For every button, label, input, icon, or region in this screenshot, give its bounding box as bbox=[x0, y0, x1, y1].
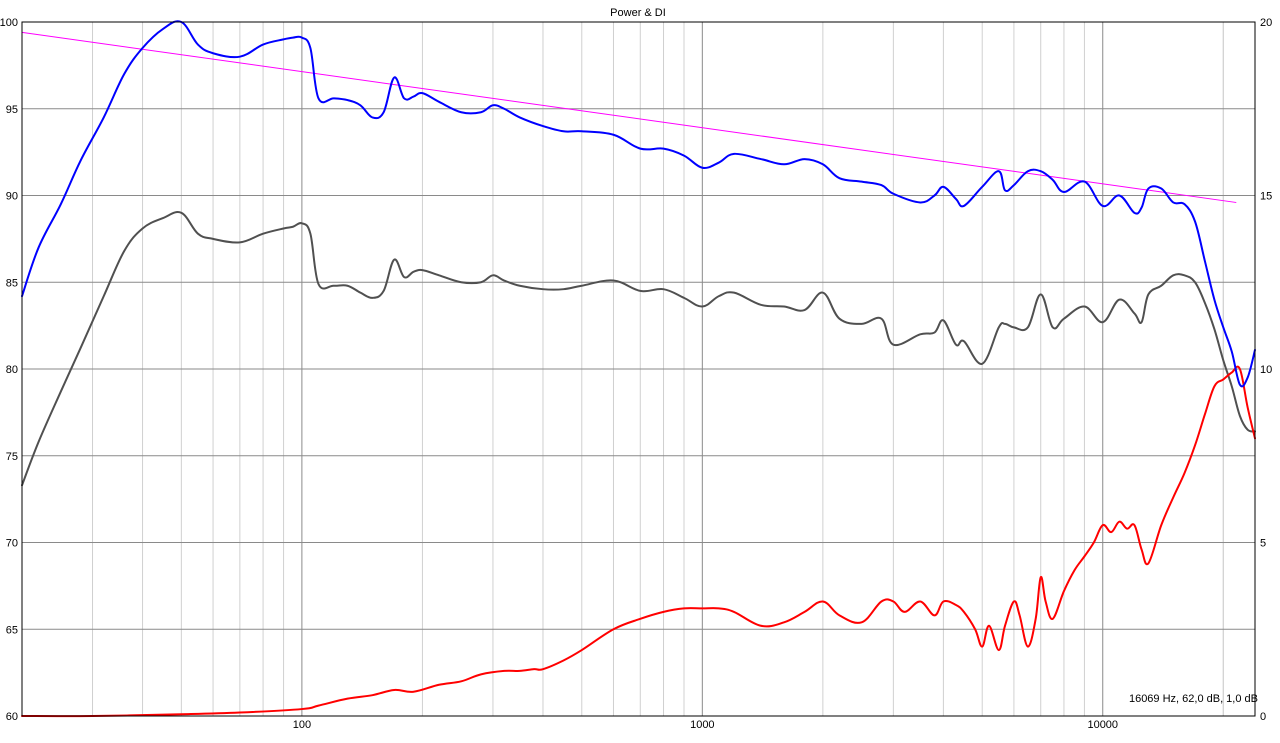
series-layer bbox=[21, 20, 1256, 718]
y-axis-right-ticks: 0 5 10 15 20 bbox=[1260, 17, 1272, 723]
y-left-tick-label: 60 bbox=[6, 711, 18, 723]
y-right-tick-label: 15 bbox=[1260, 191, 1272, 203]
x-axis-ticks: 100 1000 10000 bbox=[293, 719, 1118, 731]
y-left-tick-label: 70 bbox=[6, 538, 18, 550]
y-left-tick-label: 75 bbox=[6, 451, 18, 463]
y-axis-left-ticks: 60 65 70 75 80 85 90 95 100 bbox=[0, 17, 18, 723]
y-right-tick-label: 10 bbox=[1260, 364, 1272, 376]
y-right-tick-label: 0 bbox=[1260, 711, 1266, 723]
y-left-tick-label: 85 bbox=[6, 277, 18, 289]
power-series-line bbox=[21, 20, 1256, 388]
x-tick-label: 1000 bbox=[690, 719, 714, 731]
y-right-tick-label: 5 bbox=[1260, 538, 1266, 550]
y-left-tick-label: 95 bbox=[6, 104, 18, 116]
plot-frame bbox=[21, 21, 1256, 717]
secondary-series-line bbox=[21, 211, 1256, 487]
y-left-tick-label: 100 bbox=[0, 17, 18, 29]
y-left-tick-label: 90 bbox=[6, 191, 18, 203]
chart-title: Power & DI bbox=[610, 7, 666, 19]
y-left-tick-label: 80 bbox=[6, 364, 18, 376]
y-right-tick-label: 20 bbox=[1260, 17, 1272, 29]
x-tick-label: 100 bbox=[293, 719, 311, 731]
trend-series-line bbox=[21, 31, 1237, 203]
cursor-readout: 16069 Hz, 62,0 dB, 1,0 dB bbox=[1129, 693, 1258, 705]
y-left-tick-label: 65 bbox=[6, 624, 18, 636]
x-tick-label: 10000 bbox=[1087, 719, 1118, 731]
di-series-line bbox=[21, 365, 1256, 718]
